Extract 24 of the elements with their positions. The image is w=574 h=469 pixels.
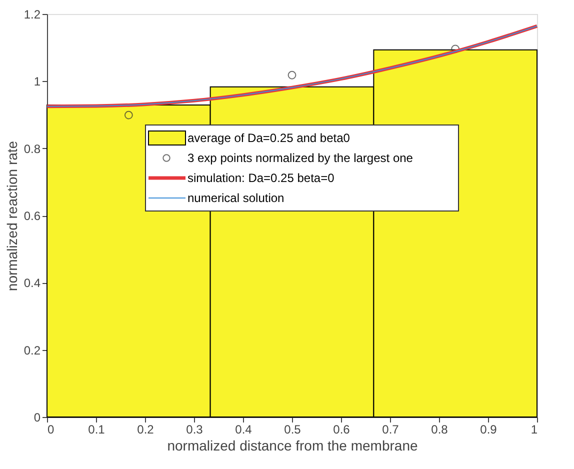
legend-label: simulation: Da=0.25 beta=0 <box>188 171 335 185</box>
x-tick-label: 0.3 <box>186 422 204 436</box>
y-tick-label: 0 <box>34 410 41 424</box>
x-axis-title: normalized distance from the membrane <box>167 438 418 454</box>
x-tick-label: 0.6 <box>333 422 350 436</box>
y-tick-label: 0.2 <box>24 343 41 358</box>
x-tick-label: 0.8 <box>431 422 448 436</box>
x-tick-label: 0.2 <box>137 422 154 436</box>
x-tick-label: 0.4 <box>235 422 252 436</box>
x-tick-label: 0.5 <box>284 422 302 436</box>
legend-label: average of Da=0.25 and beta0 <box>188 131 350 145</box>
x-tick-label: 0.9 <box>480 422 498 436</box>
y-axis-title: normalized reaction rate <box>4 140 20 292</box>
x-tick-label: 0 <box>48 422 54 436</box>
y-tick-label: 1 <box>34 74 41 89</box>
y-tick-label: 0.4 <box>24 276 41 290</box>
x-tick-label: 0.7 <box>382 422 400 436</box>
x-tick-label: 0.1 <box>88 422 106 436</box>
legend-label: 3 exp points normalized by the largest one <box>188 151 414 165</box>
y-tick-label: 0.6 <box>24 209 41 223</box>
x-tick-label: 1 <box>530 422 538 436</box>
y-tick-label: 0.8 <box>24 142 41 156</box>
legend-label: numerical solution <box>188 191 284 205</box>
y-tick-label: 1.2 <box>24 8 41 22</box>
